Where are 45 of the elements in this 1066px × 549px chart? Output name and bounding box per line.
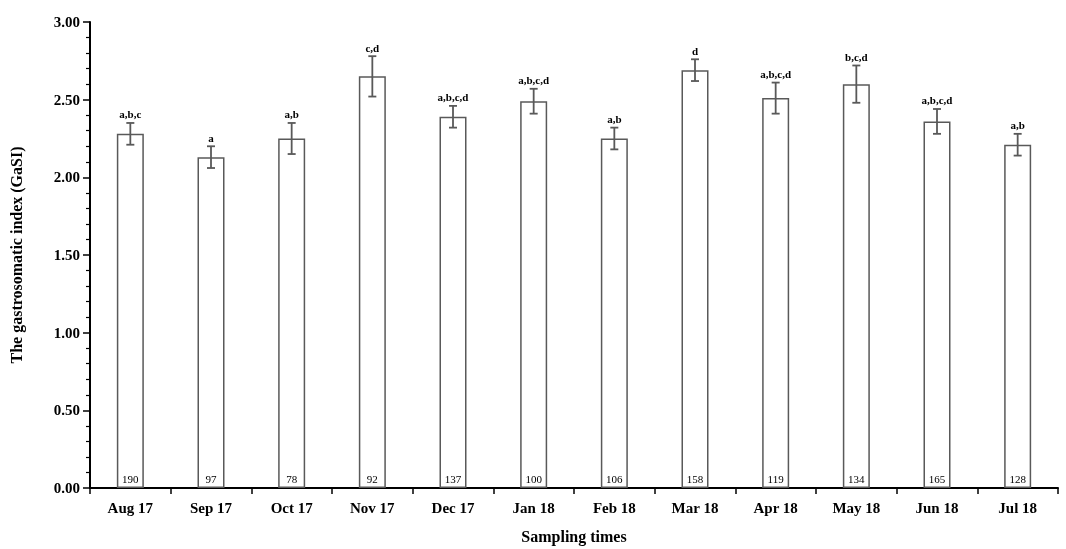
annotation: a bbox=[208, 131, 215, 144]
x-tick-label: Nov 17 bbox=[350, 499, 396, 516]
annotation: a,b,c,d bbox=[760, 68, 792, 81]
annotation: 165 bbox=[928, 472, 946, 485]
x-tick-label: Aug 17 bbox=[107, 499, 154, 516]
y-tick-label: 2.00 bbox=[53, 169, 80, 186]
annotation: 134 bbox=[848, 472, 866, 485]
x-tick-label: Sep 17 bbox=[189, 499, 233, 516]
annotation: 190 bbox=[122, 472, 140, 485]
y-axis-title: The gastrosomatic index (GaSI) bbox=[7, 146, 26, 364]
annotation: a,b,c,d bbox=[518, 74, 550, 87]
y-tick-label: 1.00 bbox=[53, 324, 80, 341]
annotation: a,b bbox=[607, 113, 622, 126]
annotation: a,b,c,d bbox=[437, 91, 469, 104]
annotation: 100 bbox=[525, 472, 543, 485]
annotation: 119 bbox=[767, 472, 785, 485]
annotation: a,b bbox=[1010, 119, 1025, 132]
x-tick-label: Apr 18 bbox=[753, 499, 798, 516]
y-tick-label: 0.50 bbox=[53, 402, 80, 419]
y-tick-label: 3.00 bbox=[53, 14, 80, 30]
annotation: a,b,c bbox=[119, 108, 142, 121]
x-tick-label: Oct 17 bbox=[270, 499, 314, 516]
annotation: a,b bbox=[284, 108, 299, 121]
annotation: c,d bbox=[365, 41, 380, 54]
y-tick-label: 2.50 bbox=[53, 91, 80, 108]
annotation: 137 bbox=[444, 472, 462, 485]
x-tick-label: Jan 18 bbox=[512, 499, 555, 516]
annotation: 106 bbox=[606, 472, 624, 485]
x-tick-label: Feb 18 bbox=[592, 499, 636, 516]
y-tick-label: 0.00 bbox=[53, 480, 80, 496]
x-tick-label: Mar 18 bbox=[671, 499, 719, 516]
annotation: 158 bbox=[686, 472, 704, 485]
x-tick-label: Jun 18 bbox=[915, 499, 959, 516]
annotation: d bbox=[691, 44, 699, 57]
y-tick-label: 1.50 bbox=[53, 247, 80, 263]
annotation: 78 bbox=[286, 472, 298, 485]
annotation: 92 bbox=[366, 472, 378, 485]
annotation: b,c,d bbox=[845, 50, 868, 63]
x-tick-label: Jul 18 bbox=[998, 499, 1038, 516]
annotation: 97 bbox=[205, 472, 217, 485]
annotation: 128 bbox=[1009, 472, 1027, 485]
x-tick-label: May 18 bbox=[832, 499, 881, 516]
x-tick-label: Dec 17 bbox=[431, 499, 475, 516]
x-axis-title: Sampling times bbox=[521, 527, 627, 546]
annotation: a,b,c,d bbox=[921, 94, 953, 107]
